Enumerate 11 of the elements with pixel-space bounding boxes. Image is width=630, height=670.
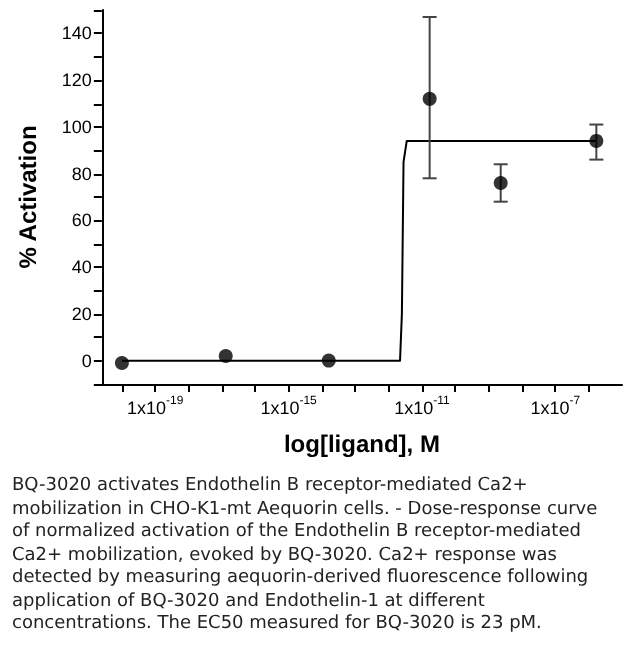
y-tick-label: 100 bbox=[61, 116, 92, 137]
y-tick-label: 20 bbox=[71, 303, 92, 324]
y-tick-label: 60 bbox=[71, 210, 92, 231]
y-tick-label: 140 bbox=[61, 23, 92, 44]
y-axis-title: % Activation bbox=[14, 125, 42, 269]
text: BQ-3020 activates Endothelin B receptor-mediated Ca2+ mobilization in CHO-K1-mt Aequorin cells. - Dose-response curve of normalized activation of the Endothelin B receptor-mediated Ca2+ mobilization, evoked by BQ-3020. Ca2+ response was detected by measuring aequorin-derived fluorescence following application of BQ-3020 and Endothelin-1 at different concentrations. The EC50 measured for BQ-3020 is 23 pM. bbox=[12, 476, 600, 637]
y-tick-label: 0 bbox=[81, 350, 92, 371]
y-tick-label: 120 bbox=[61, 70, 92, 91]
y-tick-label: 40 bbox=[71, 257, 92, 278]
x-axis-title: log[ligand], M bbox=[283, 430, 440, 458]
y-tick-label: 80 bbox=[71, 163, 92, 184]
